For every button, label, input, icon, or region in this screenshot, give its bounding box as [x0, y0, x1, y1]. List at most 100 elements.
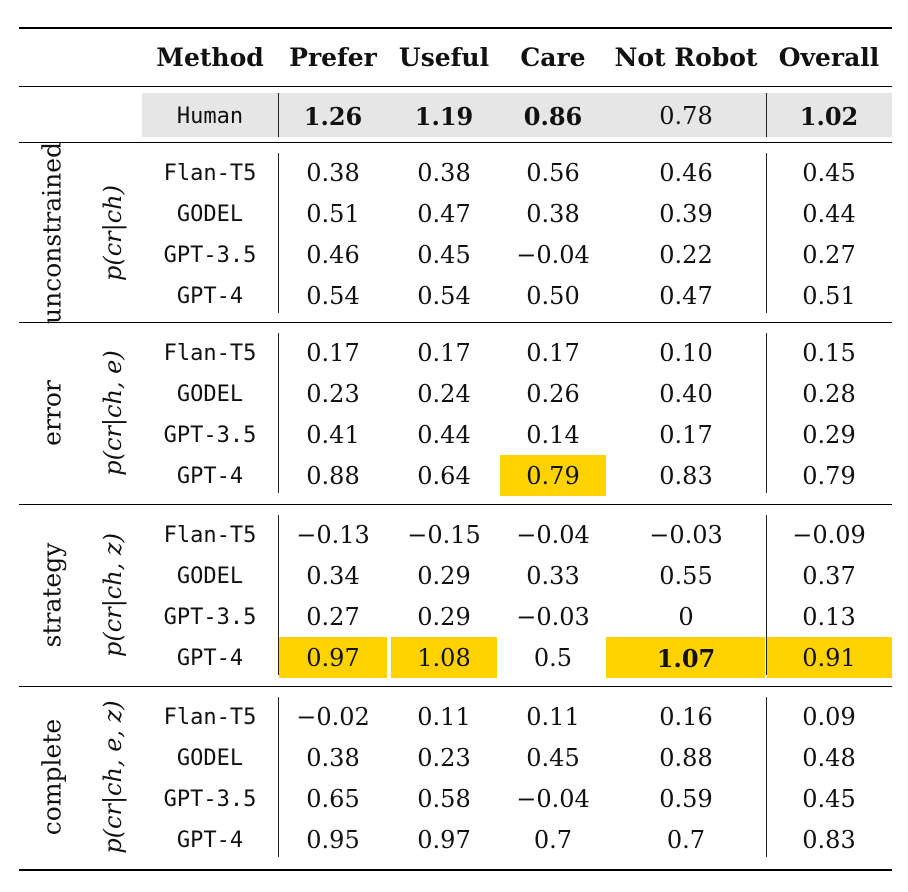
table-cell: 0.10: [659, 339, 713, 367]
table-cell: 0.65: [306, 785, 360, 813]
column-header-method: Method: [156, 42, 264, 72]
method-label: GODEL: [176, 381, 244, 407]
human-value: 1.26: [303, 101, 363, 131]
table-cell: 0.14: [526, 421, 580, 449]
highlight-cell: [606, 637, 765, 678]
table-cell: 0.79: [526, 462, 580, 490]
method-label: GPT-4: [176, 827, 244, 853]
method-label: Human: [176, 103, 244, 129]
method-label: GPT-3.5: [163, 604, 257, 630]
group-formula: p(cr|ch, e, z): [99, 700, 127, 854]
table-cell: 0.29: [417, 562, 471, 590]
table-cell: 0.59: [659, 785, 713, 813]
table-cell: 0.23: [417, 744, 471, 772]
table-cell: 0.38: [306, 159, 360, 187]
table-cell: 0.38: [526, 200, 580, 228]
column-header-not-robot: Not Robot: [614, 42, 758, 72]
human-value: 1.02: [799, 101, 859, 131]
human-value: 0.78: [659, 102, 713, 130]
table-cell: 0.88: [659, 744, 713, 772]
group-label-strategy: strategy: [37, 542, 67, 648]
column-header-prefer: Prefer: [289, 42, 377, 72]
column-separator: [278, 515, 279, 675]
group-formula: p(cr|ch, e): [99, 350, 127, 476]
table-cell: 0.17: [306, 339, 360, 367]
column-separator: [278, 333, 279, 493]
table-cell: 0.27: [802, 241, 856, 269]
group-label-error: error: [37, 380, 67, 446]
method-label: GPT-4: [176, 463, 244, 489]
table-cell: 0.38: [306, 744, 360, 772]
group-label-complete: complete: [37, 718, 67, 836]
table-cell: 1.07: [656, 643, 716, 673]
column-separator: [766, 515, 767, 675]
column-header-care: Care: [520, 42, 586, 72]
table-cell: 0.88: [306, 462, 360, 490]
method-label: GPT-3.5: [163, 242, 257, 268]
method-label: GPT-4: [176, 645, 244, 671]
table-cell: 0.79: [802, 462, 856, 490]
highlight-cell: [279, 637, 387, 678]
table-cell: 0.26: [526, 380, 580, 408]
human-value: 0.86: [523, 101, 583, 131]
human-value: 1.19: [414, 101, 474, 131]
table-cell: 0.11: [417, 703, 471, 731]
table-cell: 0.45: [802, 159, 856, 187]
table-cell: 0.51: [306, 200, 360, 228]
table-cell: 0.46: [659, 159, 713, 187]
header-rule: [19, 86, 892, 87]
table-cell: −0.15: [407, 521, 481, 549]
table-cell: 0.54: [417, 282, 471, 310]
group-label-unconstrained: unconstrained: [37, 142, 67, 324]
table-cell: 0.45: [526, 744, 580, 772]
table-cell: 0.17: [659, 421, 713, 449]
table-cell: 0.7: [533, 826, 573, 854]
table-cell: −0.03: [516, 603, 590, 631]
table-cell: 0.83: [659, 462, 713, 490]
method-label: Flan-T5: [163, 340, 257, 366]
table-cell: 0.48: [802, 744, 856, 772]
highlight-cell: [500, 455, 606, 496]
table-cell: 0.51: [802, 282, 856, 310]
table-cell: 0.47: [659, 282, 713, 310]
table-cell: 0.22: [659, 241, 713, 269]
table-cell: 0.38: [417, 159, 471, 187]
highlight-cell: [767, 637, 892, 678]
table-cell: 0: [678, 603, 694, 631]
table-cell: 0.64: [417, 462, 471, 490]
table-cell: 0.7: [666, 826, 706, 854]
table-cell: 0.37: [802, 562, 856, 590]
table-cell: 0.17: [417, 339, 471, 367]
table-cell: 0.09: [802, 703, 856, 731]
table-cell: 0.45: [417, 241, 471, 269]
table-cell: 0.40: [659, 380, 713, 408]
table-cell: 0.97: [417, 826, 471, 854]
table-cell: 0.46: [306, 241, 360, 269]
group-formula: p(cr|ch, z): [99, 533, 127, 657]
method-label: GODEL: [176, 745, 244, 771]
table-cell: 0.29: [802, 421, 856, 449]
table-cell: 0.11: [526, 703, 580, 731]
table-cell: 0.44: [417, 421, 471, 449]
bottom-rule: [19, 869, 892, 871]
table-cell: 0.45: [802, 785, 856, 813]
method-label: GPT-4: [176, 283, 244, 309]
column-header-overall: Overall: [778, 42, 880, 72]
table-cell: 0.23: [306, 380, 360, 408]
method-label: Flan-T5: [163, 522, 257, 548]
method-label: Flan-T5: [163, 704, 257, 730]
table-cell: 0.55: [659, 562, 713, 590]
table-cell: 0.15: [802, 339, 856, 367]
method-label: GPT-3.5: [163, 786, 257, 812]
table-cell: 0.91: [802, 644, 856, 672]
column-separator: [278, 153, 279, 313]
table-cell: 0.56: [526, 159, 580, 187]
table-cell: 0.29: [417, 603, 471, 631]
table-cell: 0.28: [802, 380, 856, 408]
highlight-cell: [391, 637, 497, 678]
table-cell: −0.13: [296, 521, 370, 549]
group-rule: [19, 504, 892, 505]
table-cell: 0.34: [306, 562, 360, 590]
group-formula: p(cr|ch): [99, 185, 127, 281]
column-separator: [766, 333, 767, 493]
